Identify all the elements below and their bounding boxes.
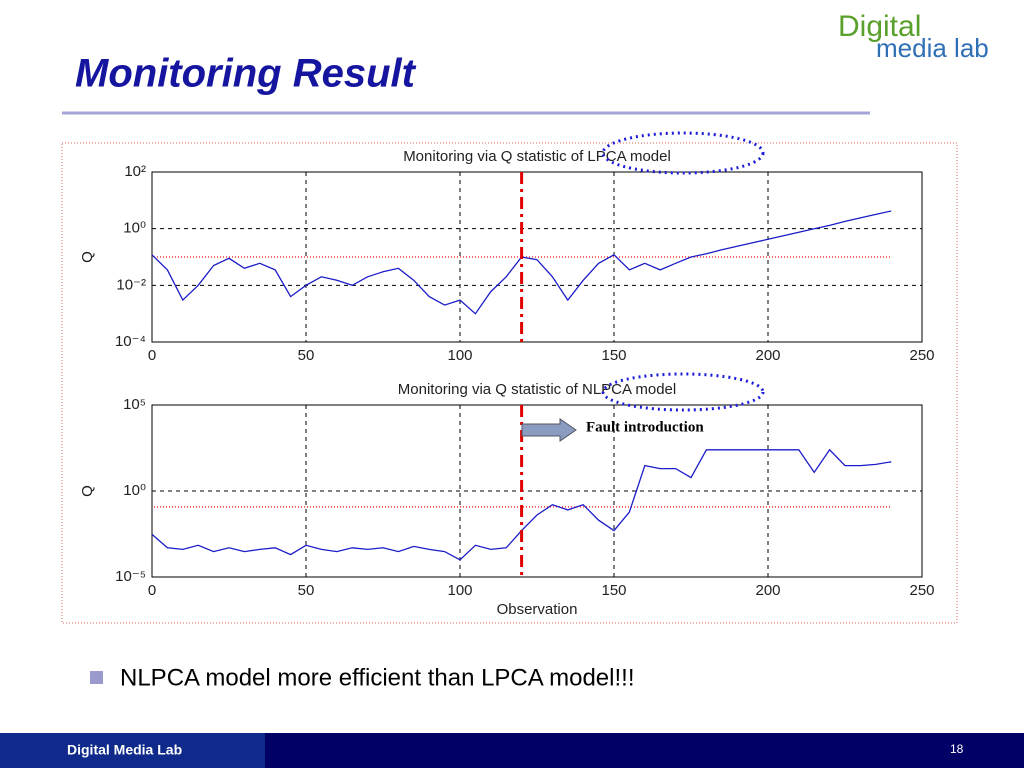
annotation-arrow (521, 418, 577, 442)
y-tick-label: 10² (124, 163, 146, 180)
x-tick-label: 250 (909, 582, 934, 599)
highlight-ellipse (601, 131, 765, 175)
y-tick-label: 10⁻⁵ (115, 568, 146, 585)
footer-text: Digital Media Lab (67, 742, 182, 758)
x-tick-label: 0 (148, 582, 156, 599)
charts: Monitoring via Q statistic of LPCA model… (79, 148, 935, 618)
slide-title: Monitoring Result (75, 52, 417, 96)
plot-area (151, 171, 923, 343)
logo-top: Digital (838, 10, 921, 43)
x-tick-label: 200 (755, 582, 780, 599)
x-tick-label: 150 (601, 582, 626, 599)
x-tick-label: 100 (447, 582, 472, 599)
x-tick-label: 100 (447, 347, 472, 364)
y-tick-label: 10⁰ (123, 482, 146, 499)
y-axis-label: Q (79, 485, 96, 497)
bullet-marker (90, 671, 103, 684)
bullet-text: NLPCA model more efficient than LPCA mod… (120, 664, 635, 691)
footer-left (0, 733, 265, 768)
logo-bottom: media lab (876, 33, 989, 63)
x-tick-label: 0 (148, 347, 156, 364)
y-axis-label: Q (79, 251, 96, 263)
x-tick-label: 150 (601, 347, 626, 364)
page-number: 18 (950, 742, 964, 756)
x-axis-label: Observation (497, 601, 578, 618)
x-tick-label: 250 (909, 347, 934, 364)
y-tick-label: 10⁻² (116, 276, 146, 293)
chart-title: Monitoring via Q statistic of LPCA model (403, 148, 671, 165)
x-tick-label: 200 (755, 347, 780, 364)
x-tick-label: 50 (298, 347, 315, 364)
y-tick-label: 10⁰ (123, 220, 146, 237)
x-tick-label: 50 (298, 582, 315, 599)
annotation: Fault introduction (586, 419, 704, 435)
y-tick-label: 10⁵ (123, 396, 146, 413)
chart-title: Monitoring via Q statistic of NLPCA mode… (398, 381, 676, 398)
highlight-ellipse (601, 372, 765, 412)
y-tick-label: 10⁻⁴ (115, 333, 146, 350)
